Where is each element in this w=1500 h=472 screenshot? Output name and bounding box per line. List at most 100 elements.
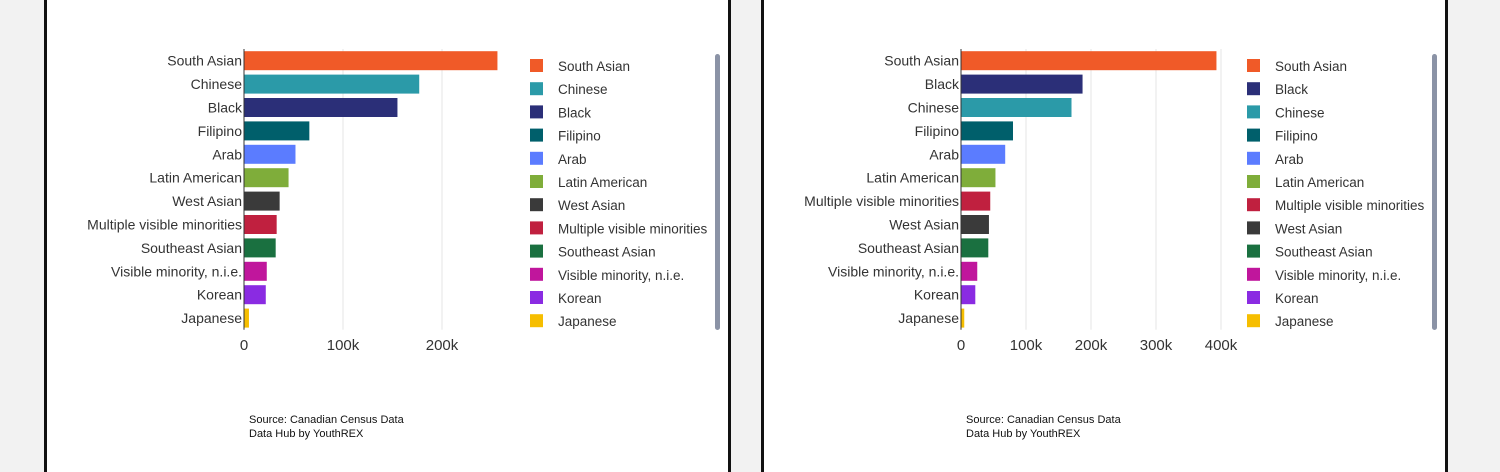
- legend-swatch-filipino[interactable]: [530, 128, 543, 142]
- category-label-visible-minority-n-i-e: Visible minority, n.i.e.: [111, 263, 242, 279]
- legend-swatch-korean[interactable]: [530, 291, 543, 304]
- bar-southeast-asian[interactable]: [961, 238, 989, 258]
- legend-swatch-chinese[interactable]: [1247, 105, 1260, 119]
- bar-black[interactable]: [244, 98, 398, 117]
- legend-label-multiple-visible-minorities[interactable]: Multiple visible minorities: [1275, 198, 1425, 213]
- category-label-multiple-visible-minorities: Multiple visible minorities: [804, 193, 959, 209]
- x-tick-label: 100k: [1010, 337, 1043, 354]
- legend-swatch-chinese[interactable]: [530, 82, 543, 96]
- bar-chart-left: South Asian Chinese Black Filipino Arab Latin…: [87, 49, 708, 354]
- legend-swatch-black[interactable]: [530, 105, 543, 119]
- legend-label-japanese[interactable]: Japanese: [1275, 314, 1334, 329]
- bar-visible-minority-n-i-e[interactable]: [244, 261, 267, 281]
- legend-swatch-west-asian[interactable]: [1247, 221, 1260, 235]
- bar-filipino[interactable]: [244, 121, 310, 141]
- category-label-west-asian: West Asian: [889, 217, 959, 233]
- bar-black[interactable]: [961, 74, 1083, 94]
- legend-swatch-southeast-asian[interactable]: [530, 244, 543, 258]
- bar-korean[interactable]: [244, 285, 266, 305]
- legend-swatch-filipino[interactable]: [1247, 128, 1260, 142]
- legend-label-korean[interactable]: Korean: [558, 291, 602, 306]
- legend-label-chinese[interactable]: Chinese: [558, 82, 608, 97]
- x-tick-label: 0: [240, 337, 248, 354]
- legend-label-arab[interactable]: Arab: [1275, 152, 1304, 167]
- legend-label-arab[interactable]: Arab: [558, 152, 587, 167]
- bar-chinese[interactable]: [244, 74, 420, 94]
- legend-swatch-west-asian[interactable]: [530, 198, 543, 212]
- legend-swatch-visible-minority-n-i-e[interactable]: [530, 267, 543, 281]
- chart-panel-right: South Asian Black Chinese Filipino Arab Latin…: [761, 0, 1448, 472]
- legend-swatch-south-asian[interactable]: [530, 59, 543, 72]
- legend-label-southeast-asian[interactable]: Southeast Asian: [558, 245, 656, 260]
- legend-label-latin-american[interactable]: Latin American: [1275, 175, 1364, 190]
- legend-swatch-multiple-visible-minorities[interactable]: [1247, 198, 1260, 212]
- bar-korean[interactable]: [961, 285, 976, 305]
- legend-label-west-asian[interactable]: West Asian: [558, 198, 625, 213]
- legend-swatch-arab[interactable]: [530, 151, 543, 165]
- legend-label-chinese[interactable]: Chinese: [1275, 105, 1325, 120]
- legend-label-visible-minority-n-i-e[interactable]: Visible minority, n.i.e.: [1275, 268, 1401, 283]
- legend-swatch-latin-american[interactable]: [1247, 175, 1260, 188]
- legend-swatch-black[interactable]: [1247, 82, 1260, 96]
- bar-multiple-visible-minorities[interactable]: [244, 215, 277, 234]
- legend-swatch-southeast-asian[interactable]: [1247, 244, 1260, 258]
- category-label-japanese: Japanese: [181, 310, 242, 326]
- legend-swatch-japanese[interactable]: [1247, 314, 1260, 328]
- bar-latin-american[interactable]: [244, 168, 289, 188]
- x-tick-label: 100k: [327, 337, 360, 354]
- legend-swatch-korean[interactable]: [1247, 291, 1260, 304]
- bar-west-asian[interactable]: [961, 215, 989, 234]
- legend-swatch-visible-minority-n-i-e[interactable]: [1247, 267, 1260, 281]
- category-label-black: Black: [208, 100, 243, 116]
- category-label-southeast-asian: Southeast Asian: [858, 240, 959, 256]
- bar-chinese[interactable]: [961, 98, 1072, 117]
- legend-label-visible-minority-n-i-e[interactable]: Visible minority, n.i.e.: [558, 268, 684, 283]
- legend-label-south-asian[interactable]: South Asian: [1275, 59, 1347, 74]
- bar-multiple-visible-minorities[interactable]: [961, 191, 991, 211]
- legend-scrollbar[interactable]: [715, 54, 720, 330]
- legend-label-black[interactable]: Black: [558, 105, 591, 120]
- legend-label-japanese[interactable]: Japanese: [558, 314, 617, 329]
- bar-south-asian[interactable]: [244, 51, 498, 71]
- legend-scrollbar[interactable]: [1432, 54, 1437, 330]
- category-label-multiple-visible-minorities: Multiple visible minorities: [87, 217, 242, 233]
- category-label-chinese: Chinese: [191, 76, 243, 92]
- bar-japanese[interactable]: [961, 308, 965, 328]
- legend-label-west-asian[interactable]: West Asian: [1275, 221, 1342, 236]
- category-label-south-asian: South Asian: [884, 53, 959, 69]
- bar-latin-american[interactable]: [961, 168, 996, 188]
- category-label-west-asian: West Asian: [172, 193, 242, 209]
- legend-label-korean[interactable]: Korean: [1275, 291, 1319, 306]
- bar-visible-minority-n-i-e[interactable]: [961, 261, 978, 281]
- legend-label-latin-american[interactable]: Latin American: [558, 175, 647, 190]
- bar-arab[interactable]: [244, 144, 296, 164]
- legend-swatch-japanese[interactable]: [530, 314, 543, 328]
- legend-label-filipino[interactable]: Filipino: [1275, 129, 1318, 144]
- legend-label-multiple-visible-minorities[interactable]: Multiple visible minorities: [558, 221, 708, 236]
- source-line: Source: Canadian Census Data: [249, 414, 404, 426]
- bar-west-asian[interactable]: [244, 191, 280, 211]
- legend-swatch-latin-american[interactable]: [530, 175, 543, 188]
- bar-southeast-asian[interactable]: [244, 238, 276, 258]
- category-label-japanese: Japanese: [898, 310, 959, 326]
- category-label-southeast-asian: Southeast Asian: [141, 240, 242, 256]
- bar-japanese[interactable]: [244, 308, 249, 328]
- legend-label-filipino[interactable]: Filipino: [558, 129, 601, 144]
- legend-swatch-multiple-visible-minorities[interactable]: [530, 221, 543, 235]
- x-tick-label: 200k: [1075, 337, 1108, 354]
- legend-swatch-arab[interactable]: [1247, 151, 1260, 165]
- category-label-latin-american: Latin American: [149, 170, 242, 186]
- bar-arab[interactable]: [961, 144, 1006, 164]
- legend-label-southeast-asian[interactable]: Southeast Asian: [1275, 245, 1373, 260]
- x-tick-label: 400k: [1205, 337, 1238, 354]
- legend-label-south-asian[interactable]: South Asian: [558, 59, 630, 74]
- x-tick-label: 300k: [1140, 337, 1173, 354]
- legend-swatch-south-asian[interactable]: [1247, 59, 1260, 72]
- category-label-latin-american: Latin American: [866, 170, 959, 186]
- source-note: Source: Canadian Census Data Data Hub by…: [966, 413, 1121, 441]
- category-label-arab: Arab: [929, 146, 959, 162]
- x-tick-label: 200k: [426, 337, 459, 354]
- bar-south-asian[interactable]: [961, 51, 1217, 71]
- bar-filipino[interactable]: [961, 121, 1013, 141]
- legend-label-black[interactable]: Black: [1275, 82, 1308, 97]
